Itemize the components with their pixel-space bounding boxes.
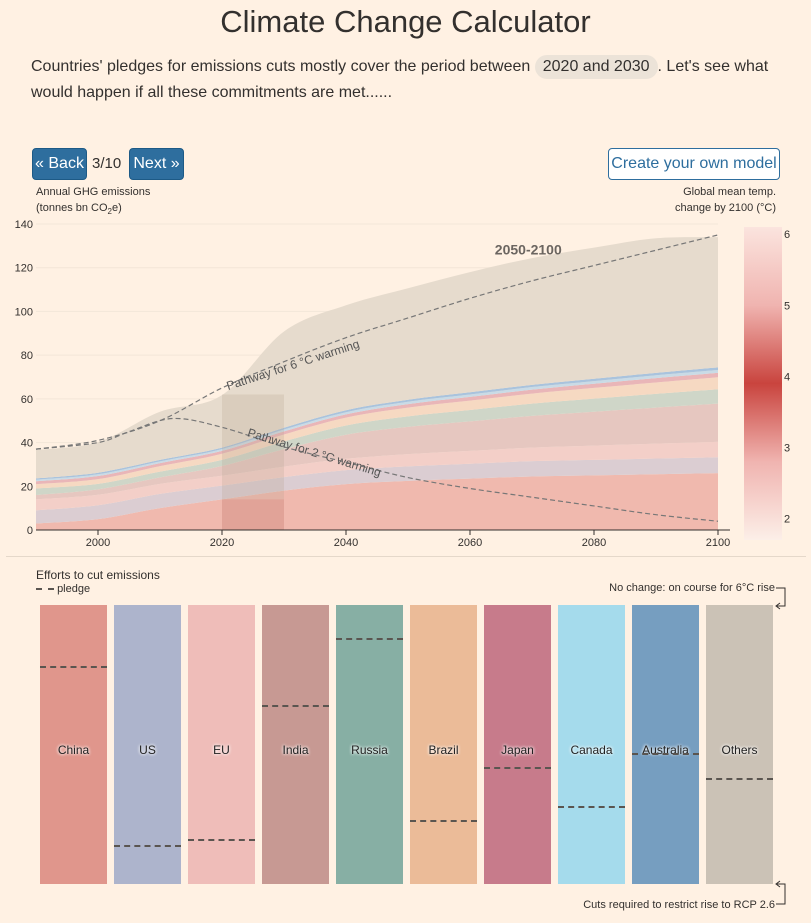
y-tick-label-60: 60 (21, 394, 33, 406)
y-tick-label-20: 20 (21, 481, 33, 493)
area-russia (36, 389, 718, 496)
area-us (36, 457, 718, 524)
pledge-marker[interactable] (40, 666, 107, 669)
intro-text: Countries' pledges for emissions cuts mo… (31, 54, 791, 106)
effort-bar-label: Australia (642, 743, 689, 757)
x-tick-label-2000: 2000 (86, 537, 110, 549)
right-axis-title: Global mean temp. change by 2100 (°C) (675, 184, 776, 216)
y-tick-label-120: 120 (15, 263, 33, 275)
bottom-note-arrow-icon (775, 880, 786, 905)
effort-bar-russia[interactable]: Russia (336, 605, 403, 884)
next-button[interactable]: Next » (129, 148, 184, 180)
pathway-6c-line (35, 234, 719, 450)
y-tick-label-140: 140 (15, 219, 33, 231)
period-highlight: 2020 and 2030 (534, 55, 658, 79)
pledge-marker[interactable] (558, 805, 625, 808)
pledge-marker[interactable] (410, 819, 477, 822)
x-tick-label-2020: 2020 (210, 537, 234, 549)
pledge-legend-label: pledge (57, 583, 91, 595)
top-note: No change: on course for 6°C rise (609, 582, 775, 594)
effort-bar-japan[interactable]: Japan (484, 605, 551, 884)
left-axis-title-line2: (tonnes bn CO2e) (36, 202, 122, 217)
area-japan (36, 372, 718, 485)
y-tick-label-100: 100 (15, 306, 33, 318)
section-divider (6, 556, 806, 557)
temp-tick-label-3: 3 (784, 443, 790, 455)
effort-bar-eu[interactable]: EU (188, 605, 255, 884)
effort-bar-india[interactable]: India (262, 605, 329, 884)
left-axis-title: Annual GHG emissions (tonnes bn CO2e) (36, 184, 150, 220)
effort-bar-label: Japan (501, 743, 534, 757)
effort-bar-label: Brazil (428, 743, 459, 757)
effort-bar-label: EU (213, 743, 230, 757)
create-model-button[interactable]: Create your own model (608, 148, 780, 180)
effort-bar-label: Others (721, 743, 758, 757)
area-eu (36, 441, 718, 511)
page-title: Climate Change Calculator (220, 4, 591, 39)
left-axis-title-line1: Annual GHG emissions (36, 186, 151, 198)
pledge-marker[interactable] (632, 752, 699, 755)
pledge-marker[interactable] (336, 638, 403, 641)
right-axis-title-line1: Global mean temp. (683, 186, 776, 198)
effort-bar-canada[interactable]: Canada (558, 605, 625, 884)
bottom-note: Cuts required to restrict rise to RCP 2.… (583, 899, 775, 911)
effort-bar-label: Russia (351, 743, 388, 757)
area-india (36, 403, 718, 500)
top-note-arrow-icon (775, 587, 786, 610)
period-label: 2050-2100 (495, 242, 562, 258)
temp-tick-label-6: 6 (784, 229, 790, 241)
y-tick-label-0: 0 (27, 525, 33, 537)
pledge-marker[interactable] (262, 705, 329, 708)
pledge-marker[interactable] (484, 766, 551, 769)
area-china (36, 473, 718, 530)
step-indicator: 3/10 (92, 155, 122, 172)
effort-bar-label: Canada (570, 743, 613, 757)
pledge-marker[interactable] (188, 839, 255, 842)
x-tick-label-2040: 2040 (334, 537, 358, 549)
effort-bar-us[interactable]: US (114, 605, 181, 884)
pledge-legend-swatch (36, 588, 54, 591)
x-tick-label-2100: 2100 (706, 537, 730, 549)
effort-bar-china[interactable]: China (40, 605, 107, 884)
pledge-marker[interactable] (114, 844, 181, 847)
area-australia (36, 367, 718, 480)
area-brazil (36, 377, 718, 489)
temp-tick-label-4: 4 (784, 371, 790, 383)
temp-tick-label-2: 2 (784, 514, 790, 526)
area-others (36, 237, 718, 479)
pledge-marker[interactable] (706, 777, 773, 780)
efforts-title: Efforts to cut emissions (36, 568, 160, 582)
x-tick-label-2080: 2080 (582, 537, 606, 549)
area-canada (36, 370, 718, 482)
intro-after: . Let's see what would happen if all the… (31, 58, 769, 101)
right-axis-title-line2: change by 2100 (°C) (674, 202, 776, 214)
effort-bar-australia[interactable]: Australia (632, 605, 699, 884)
effort-bar-others[interactable]: Others (706, 605, 773, 884)
effort-bar-label: India (282, 743, 309, 757)
temp-tick-label-5: 5 (784, 300, 790, 312)
effort-bar-label: China (57, 743, 90, 757)
intro-before: Countries' pledges for emissions cuts mo… (31, 58, 531, 75)
pledge-period-china (222, 499, 284, 530)
effort-bar-brazil[interactable]: Brazil (410, 605, 477, 884)
temperature-scale-bar (744, 227, 782, 540)
y-tick-label-40: 40 (21, 438, 33, 450)
pledge-legend: pledge (36, 581, 90, 597)
back-button[interactable]: « Back (32, 148, 87, 180)
y-tick-label-80: 80 (21, 350, 33, 362)
pathway-2c-line (35, 417, 719, 522)
effort-bar-label: US (139, 743, 156, 757)
x-tick-label-2060: 2060 (458, 537, 482, 549)
